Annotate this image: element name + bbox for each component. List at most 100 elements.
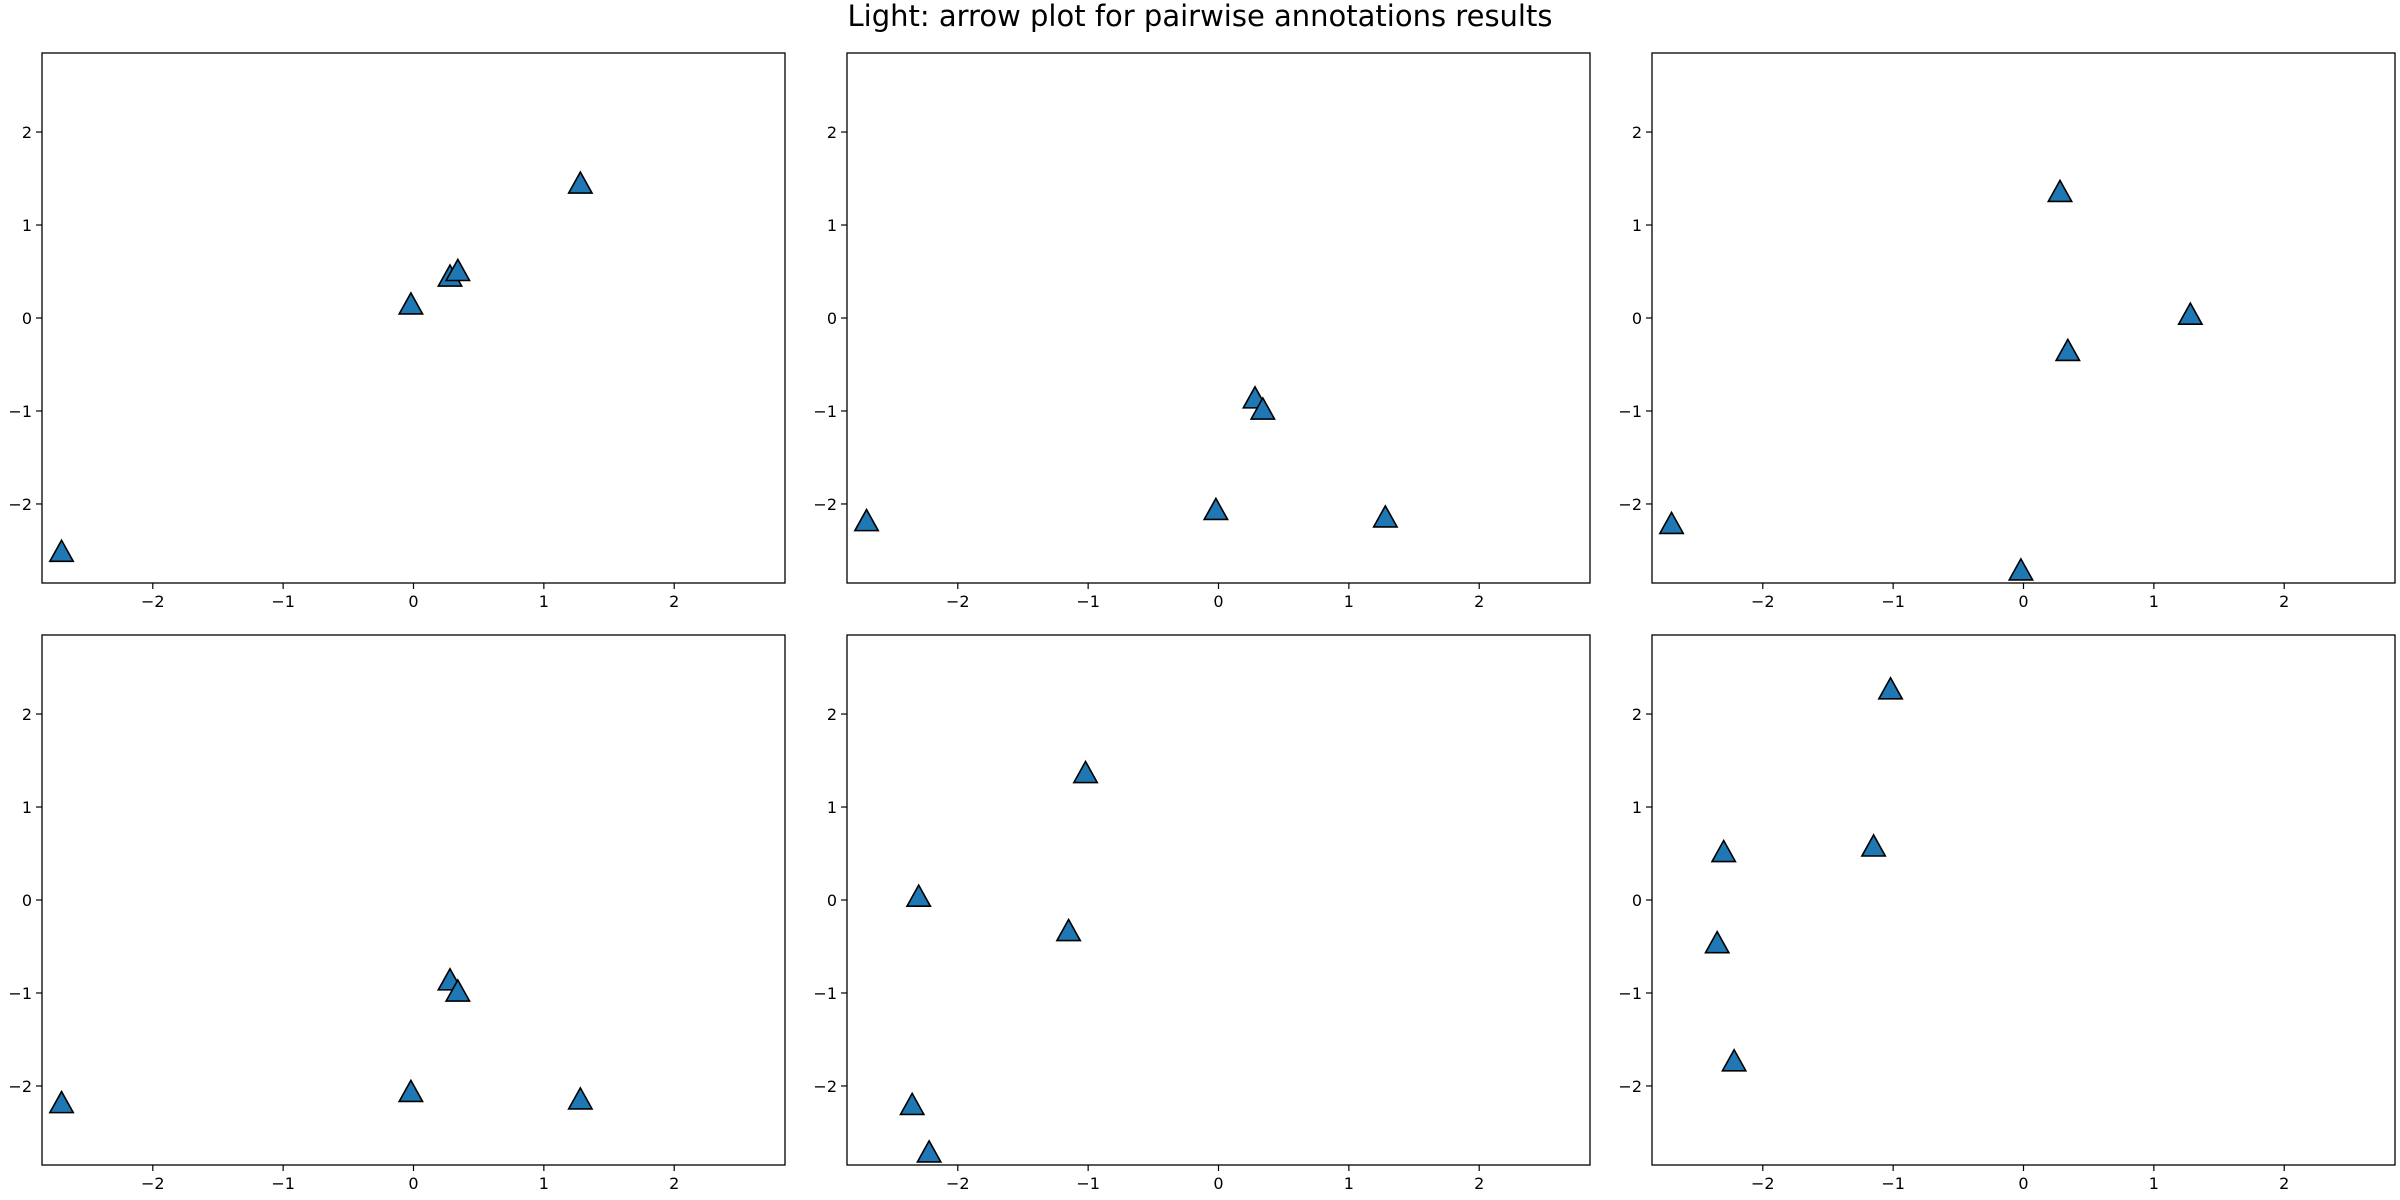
x-tick-label: −1 [271, 1174, 295, 1193]
y-tick-label: −1 [813, 402, 837, 421]
x-tick-label: 2 [669, 592, 679, 611]
y-tick-label: −2 [8, 1077, 32, 1096]
data-point [48, 538, 75, 563]
x-tick-label: 2 [1474, 1174, 1484, 1193]
x-tick-label: −1 [1881, 1174, 1905, 1193]
data-point [1055, 917, 1082, 942]
data-point [1202, 496, 1229, 521]
y-tick-label: −2 [1618, 1077, 1642, 1096]
x-tick-label: 2 [2279, 592, 2289, 611]
x-tick-label: 2 [1474, 592, 1484, 611]
y-tick-label: 1 [22, 798, 32, 817]
axes-frame [846, 634, 1591, 1166]
y-tick-label: 0 [1632, 309, 1642, 328]
data-points [48, 967, 594, 1114]
axes-frame [41, 634, 786, 1166]
y-tick-label: 1 [827, 216, 837, 235]
x-tick-label: −2 [946, 592, 970, 611]
subplot-4: −2 −1 0 1 2 −2 −1 0 1 2 [8, 634, 786, 1193]
y-tick-label: 2 [827, 123, 837, 142]
x-tick-label: 1 [1344, 1174, 1354, 1193]
data-point [2007, 557, 2034, 581]
data-points [1658, 178, 2204, 581]
data-point [2177, 301, 2204, 326]
x-tick-label: −1 [1076, 592, 1100, 611]
x-tick-label: −1 [271, 592, 295, 611]
data-point [1721, 1048, 1748, 1072]
y-tick-label: 1 [1632, 798, 1642, 817]
x-tick-label: 0 [408, 592, 418, 611]
data-point [916, 1139, 943, 1163]
data-point [1249, 396, 1276, 420]
x-tick-label: 0 [2018, 592, 2028, 611]
y-tick-label: 2 [22, 705, 32, 724]
x-tick-label: 1 [539, 1174, 549, 1193]
data-point [1372, 504, 1399, 528]
y-tick-label: −1 [1618, 984, 1642, 1003]
data-point [1704, 929, 1731, 954]
data-point [397, 291, 424, 315]
data-point [2054, 337, 2081, 362]
axes-frame [846, 52, 1591, 584]
y-tick-label: −1 [8, 984, 32, 1003]
x-tick-label: 0 [1213, 1174, 1223, 1193]
y-tick-label: −2 [8, 495, 32, 514]
y-tick-label: 0 [22, 891, 32, 910]
x-tick-label: 0 [2018, 1174, 2028, 1193]
data-point [397, 1078, 424, 1103]
x-tick-label: 2 [669, 1174, 679, 1193]
y-tick-label: 0 [22, 309, 32, 328]
y-tick-label: 0 [827, 309, 837, 328]
x-tick-label: −1 [1076, 1174, 1100, 1193]
x-tick-label: −1 [1881, 592, 1905, 611]
y-tick-label: 1 [827, 798, 837, 817]
y-tick-label: 2 [22, 123, 32, 142]
y-tick-label: −2 [813, 495, 837, 514]
data-point [905, 883, 932, 908]
data-points [1704, 676, 1904, 1072]
data-point [899, 1091, 926, 1116]
data-point [853, 507, 880, 532]
y-tick-label: −1 [8, 402, 32, 421]
y-tick-label: 2 [827, 705, 837, 724]
data-point [1710, 838, 1737, 863]
x-tick-label: −2 [1751, 1174, 1775, 1193]
y-tick-label: 0 [1632, 891, 1642, 910]
x-tick-label: 1 [2149, 592, 2159, 611]
x-tick-label: 1 [2149, 1174, 2159, 1193]
data-point [567, 170, 594, 194]
y-tick-label: 1 [22, 216, 32, 235]
data-points [899, 759, 1099, 1163]
y-tick-label: 1 [1632, 216, 1642, 235]
axes-frame [41, 52, 786, 584]
subplot-5: −2 −1 0 1 2 −2 −1 0 1 2 [813, 634, 1591, 1193]
x-tick-label: 0 [1213, 592, 1223, 611]
x-tick-label: −2 [141, 592, 165, 611]
data-point [1072, 759, 1099, 784]
subplot-2: −2 −1 0 1 2 −2 −1 0 1 2 [813, 52, 1591, 611]
x-tick-label: −2 [946, 1174, 970, 1193]
x-tick-label: −2 [1751, 592, 1775, 611]
x-tick-label: −2 [141, 1174, 165, 1193]
data-point [444, 978, 471, 1002]
y-tick-label: −1 [813, 984, 837, 1003]
x-tick-label: 0 [408, 1174, 418, 1193]
data-point [1877, 676, 1904, 700]
data-point [2046, 178, 2074, 203]
data-points [48, 170, 594, 563]
y-tick-label: −2 [1618, 495, 1642, 514]
subplot-3: −2 −1 0 1 2 −2 −1 0 1 2 [1618, 52, 2396, 611]
data-point [1860, 833, 1887, 857]
y-tick-label: 2 [1632, 705, 1642, 724]
data-point [567, 1086, 594, 1110]
data-point [1658, 510, 1685, 535]
subplot-6: −2 −1 0 1 2 −2 −1 0 1 2 [1618, 634, 2396, 1193]
x-tick-label: 1 [1344, 592, 1354, 611]
data-point [48, 1089, 75, 1114]
y-tick-label: −2 [813, 1077, 837, 1096]
y-tick-label: −1 [1618, 402, 1642, 421]
axes-frame [1651, 634, 2396, 1166]
x-tick-label: 2 [2279, 1174, 2289, 1193]
y-tick-label: 2 [1632, 123, 1642, 142]
